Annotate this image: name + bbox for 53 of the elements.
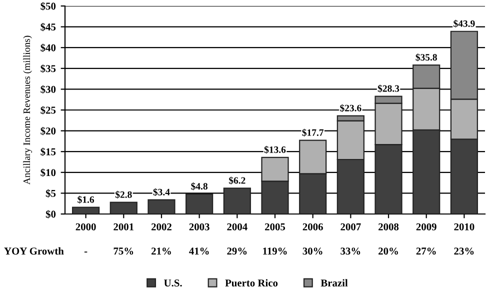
bar [223, 188, 251, 214]
y-tick-label: $0 [46, 210, 56, 218]
legend-label: Puerto Rico [225, 279, 278, 287]
y-tick-label: $15 [40, 148, 56, 156]
text: 27% [416, 248, 436, 255]
y-tick-label: $40 [40, 44, 56, 52]
y-tick-label: $50 [40, 2, 56, 10]
text: 23% [454, 248, 474, 255]
total-label: $23.6 [340, 104, 362, 112]
y-tick-label: $20 [40, 126, 56, 136]
x-tick-label: 2009 [416, 223, 436, 230]
y-tick-label: $5 [46, 189, 56, 198]
x-tick-label: 2004 [227, 223, 248, 230]
y-tick-label: $35 [40, 64, 56, 73]
bar [148, 199, 176, 214]
bar [72, 206, 100, 214]
text: YOY Growth [4, 247, 64, 255]
y-tick-label: $10 [40, 168, 56, 177]
text: 75% [114, 248, 134, 255]
total-label: $4.8 [191, 182, 208, 190]
y-axis-title: Ancillary Income Revenues (millions) [23, 36, 32, 185]
x-tick-label: 2008 [378, 223, 399, 230]
x-tick-label: 2002 [152, 223, 172, 230]
x-tick-label: 2007 [340, 223, 361, 230]
y-tick-label: $30 [40, 85, 56, 94]
y-tick-label: $25 [40, 106, 56, 114]
text: 29% [227, 248, 247, 255]
y-tick-label: $45 [40, 22, 56, 32]
total-label: $28.3 [378, 84, 400, 92]
x-tick-label: 2003 [189, 223, 210, 230]
text: 21% [152, 248, 171, 255]
bar [186, 193, 214, 214]
x-tick-label: 2010 [454, 223, 474, 230]
total-label: $43.9 [454, 20, 475, 28]
text: 119% [263, 248, 287, 255]
total-label: $2.8 [115, 190, 132, 199]
total-label: $13.6 [264, 146, 286, 154]
total-label: $35.8 [416, 53, 437, 62]
total-label: $6.2 [229, 176, 246, 184]
legend-label: U.S. [164, 280, 182, 287]
bar [110, 202, 138, 214]
total-label: $1.6 [78, 196, 94, 204]
x-tick-label: 2005 [265, 223, 286, 230]
total-label: $3.4 [153, 188, 170, 196]
legend-label: Brazil [320, 279, 348, 287]
total-label: $17.7 [302, 128, 324, 137]
text: 30% [302, 248, 322, 255]
text: 33% [340, 248, 360, 255]
text: 20% [378, 248, 398, 255]
x-tick-label: 2000 [76, 223, 96, 230]
x-tick-label: 2006 [302, 223, 323, 230]
text: 41% [189, 248, 209, 255]
x-tick-label: 2001 [114, 223, 134, 230]
